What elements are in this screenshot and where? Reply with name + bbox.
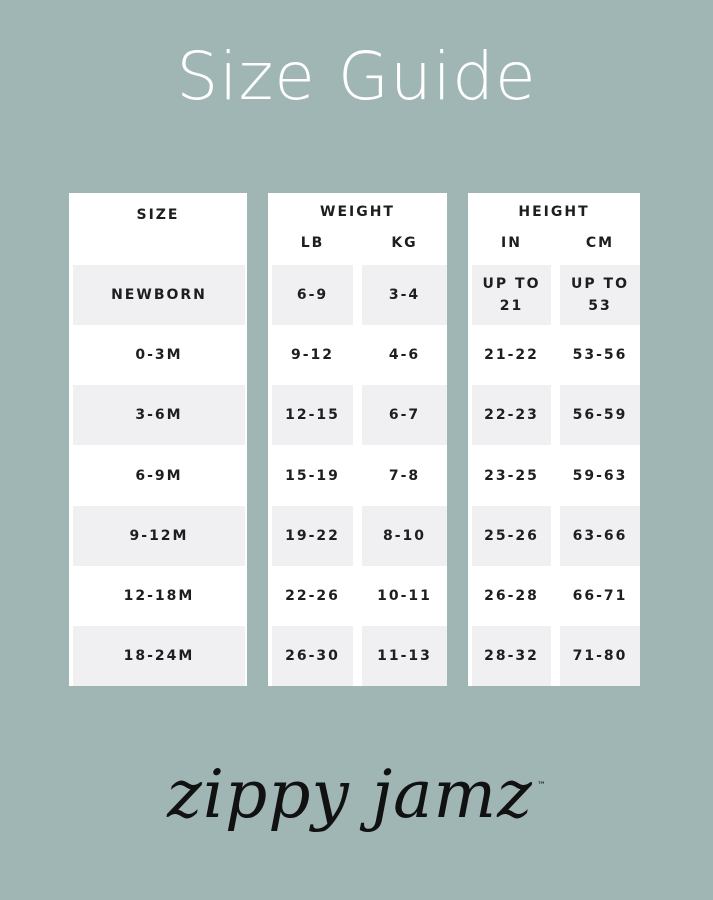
kg-header: KG [391, 235, 418, 251]
cm-header: CM [585, 235, 615, 251]
cell-in: UP TO 21 [472, 265, 551, 325]
brand-logo-row: zippy jamz ™ [0, 755, 713, 835]
cell-cm: 59-63 [572, 467, 628, 484]
cell-cm: 56-59 [560, 385, 640, 446]
cell-kg: 7-8 [388, 467, 421, 484]
cell-size: 12-18M [123, 588, 195, 604]
cell-lb: 26-30 [272, 626, 353, 687]
in-header: IN [501, 235, 522, 251]
cell-size: 6-9M [135, 467, 183, 484]
cell-size: 0-3M [135, 347, 183, 364]
height-header: HEIGHT [518, 204, 590, 220]
cell-in: 21-22 [484, 347, 539, 364]
cell-kg: 4-6 [388, 347, 421, 364]
cell-in: 23-25 [484, 467, 539, 484]
page-title: Size Guide [176, 38, 537, 115]
cell-cm: UP TO 53 [560, 265, 640, 325]
trademark: ™ [536, 781, 546, 791]
cell-lb: 15-19 [285, 467, 340, 484]
size-header: SIZE [136, 207, 180, 223]
cell-cm: 53-56 [572, 347, 628, 364]
cell-kg: 10-11 [377, 588, 432, 604]
cell-lb: 22-26 [285, 588, 340, 604]
cell-in: 22-23 [472, 385, 551, 446]
cell-size: 18-24M [73, 626, 245, 687]
brand-logo: zippy jamz [167, 756, 533, 833]
cell-lb: 9-12 [290, 347, 335, 364]
cell-size: 3-6M [73, 385, 245, 446]
cell-size: NEWBORN [73, 265, 245, 325]
cell-cm: 63-66 [560, 505, 640, 566]
cell-kg: 3-4 [362, 265, 447, 325]
lb-header: LB [300, 235, 325, 251]
cell-kg: 11-13 [362, 626, 447, 687]
cell-cm: 66-71 [572, 588, 628, 604]
cell-in: 25-26 [472, 505, 551, 566]
cell-kg: 6-7 [362, 385, 447, 446]
cell-lb: 12-15 [272, 385, 353, 446]
cell-in: 26-28 [484, 588, 539, 604]
cell-lb: 6-9 [272, 265, 353, 325]
cell-lb: 19-22 [272, 505, 353, 566]
weight-header: WEIGHT [320, 204, 395, 220]
cell-cm: 71-80 [560, 626, 640, 687]
cell-size: 9-12M [73, 505, 245, 566]
cell-kg: 8-10 [362, 505, 447, 566]
cell-in: 28-32 [472, 626, 551, 687]
